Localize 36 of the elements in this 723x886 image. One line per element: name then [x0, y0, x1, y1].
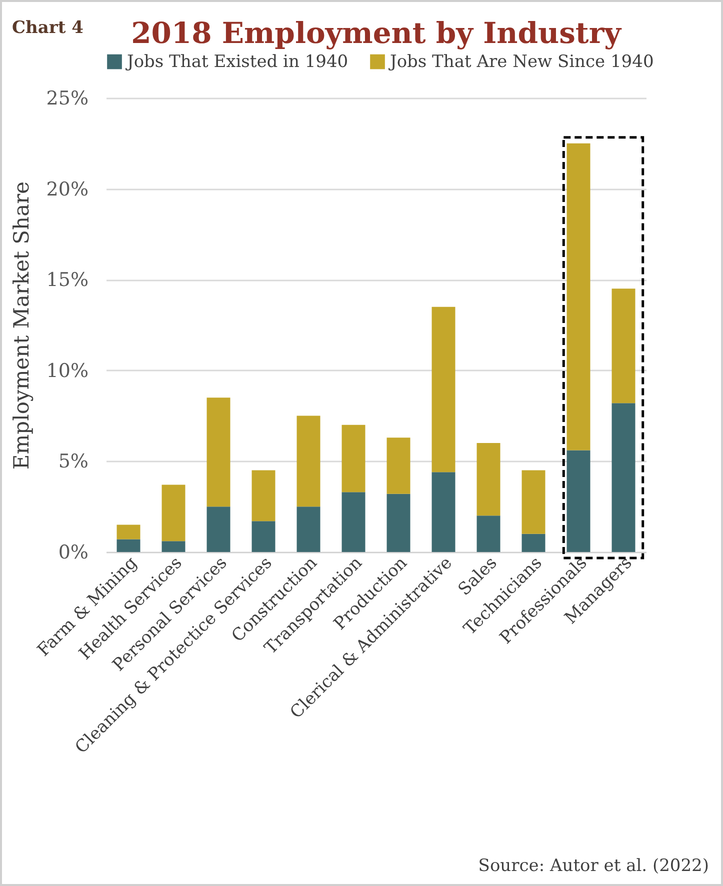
- bar: [342, 424, 366, 492]
- bar: [566, 450, 590, 552]
- bar: [206, 506, 230, 552]
- bar: [612, 403, 636, 552]
- bar: [342, 492, 366, 552]
- bar: [476, 443, 500, 516]
- bar: [296, 416, 320, 507]
- bar: [162, 541, 186, 552]
- caption: Chart 4: [12, 18, 84, 38]
- legend-label: Jobs That Are New Since 1940: [388, 52, 654, 72]
- y-axis-title: Employment Market Share: [9, 181, 34, 470]
- bar: [432, 472, 456, 552]
- bar: [116, 539, 140, 552]
- bar: [432, 306, 456, 472]
- y-tick-label: 15%: [46, 269, 88, 292]
- y-tick-label: 0%: [58, 542, 88, 564]
- source-note: Source: Autor et al. (2022): [478, 856, 709, 876]
- bar: [252, 521, 276, 552]
- y-tick-label: 10%: [46, 360, 88, 382]
- bar: [522, 470, 546, 534]
- bar: [206, 398, 230, 507]
- bar: [116, 524, 140, 540]
- bar: [522, 534, 546, 552]
- legend-label: Jobs That Existed in 1940: [125, 52, 348, 72]
- chart-title: 2018 Employment by Industry: [131, 16, 622, 50]
- bar: [386, 494, 410, 552]
- bar: [252, 470, 276, 522]
- bar: [566, 143, 590, 450]
- bar: [386, 438, 410, 494]
- bar: [476, 516, 500, 552]
- y-tick-label: 5%: [58, 450, 88, 473]
- bar: [612, 288, 636, 404]
- bar: [296, 506, 320, 552]
- y-tick-label: 25%: [46, 88, 88, 110]
- bar: [162, 484, 186, 542]
- y-tick-label: 20%: [46, 178, 88, 200]
